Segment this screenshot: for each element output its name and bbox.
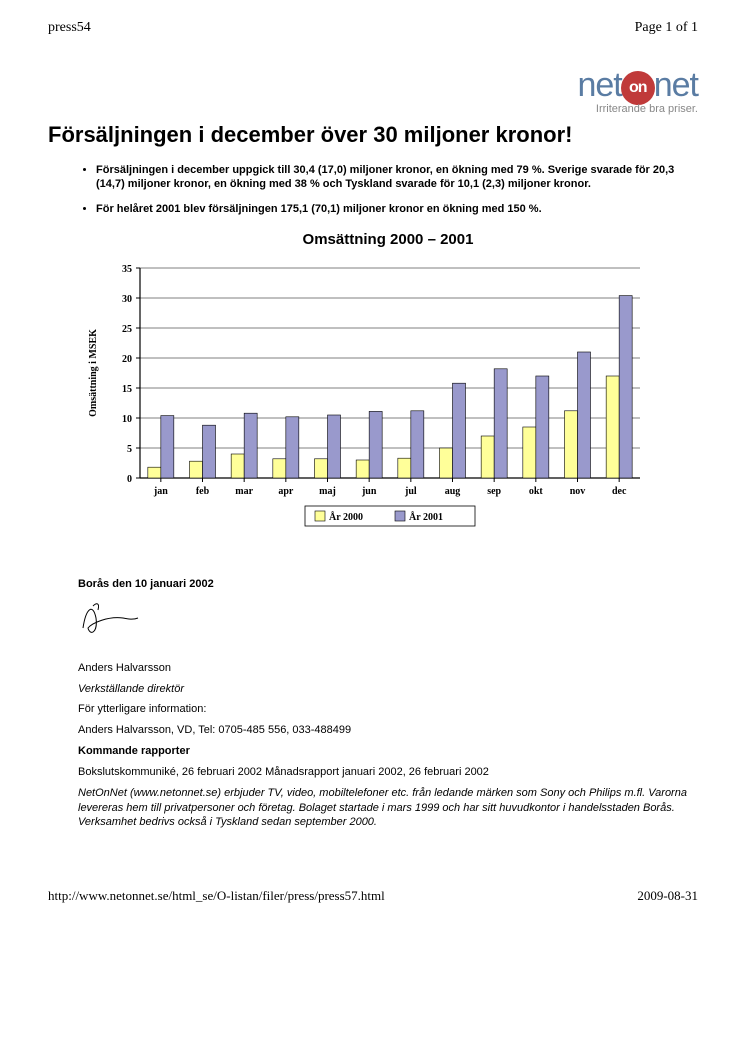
info-label: För ytterligare information: xyxy=(78,702,698,717)
on-badge-icon: on xyxy=(621,71,655,105)
svg-text:jul: jul xyxy=(404,486,417,497)
svg-text:20: 20 xyxy=(122,354,132,365)
logo-tagline: Irriterande bra priser. xyxy=(48,103,698,115)
press-footer: Borås den 10 januari 2002 Anders Halvars… xyxy=(48,577,698,830)
svg-text:jun: jun xyxy=(361,486,377,497)
svg-text:År 2000: År 2000 xyxy=(329,511,363,523)
svg-text:sep: sep xyxy=(487,486,501,497)
signature-icon xyxy=(78,598,698,643)
header-right: Page 1 of 1 xyxy=(635,20,698,36)
reports-line: Bokslutskommuniké, 26 februari 2002 Måna… xyxy=(78,765,698,780)
list-item: För helåret 2001 blev försäljningen 175,… xyxy=(96,202,698,217)
signer-role: Verkställande direktör xyxy=(78,682,698,697)
print-header: press54 Page 1 of 1 xyxy=(48,20,698,36)
header-left: press54 xyxy=(48,20,91,36)
svg-text:dec: dec xyxy=(612,486,627,497)
svg-text:År 2001: År 2001 xyxy=(409,511,443,523)
logo: netonnet xyxy=(48,66,698,105)
svg-text:Omsättning i MSEK: Omsättning i MSEK xyxy=(88,329,99,417)
bullet-list: Försäljningen i december uppgick till 30… xyxy=(48,163,698,218)
svg-text:aug: aug xyxy=(445,486,461,497)
page-title: Försäljningen i december över 30 miljone… xyxy=(48,121,698,149)
chart-svg: 0 5 10 15 20 25 30 35 Omsättning i MSEK jan feb mar… xyxy=(78,258,658,548)
reports-label: Kommande rapporter xyxy=(78,744,698,759)
chart-title: Omsättning 2000 – 2001 xyxy=(78,231,698,248)
svg-text:15: 15 xyxy=(122,384,132,395)
svg-text:25: 25 xyxy=(122,324,132,335)
svg-text:0: 0 xyxy=(127,474,132,485)
svg-text:35: 35 xyxy=(122,264,132,275)
svg-text:mar: mar xyxy=(235,486,253,497)
svg-text:feb: feb xyxy=(196,486,210,497)
svg-text:maj: maj xyxy=(319,486,336,497)
print-footer: http://www.netonnet.se/html_se/O-listan/… xyxy=(0,884,746,904)
svg-text:okt: okt xyxy=(529,486,544,497)
info-line: Anders Halvarsson, VD, Tel: 0705-485 556… xyxy=(78,723,698,738)
logo-block: netonnet Irriterande bra priser. xyxy=(48,66,698,115)
svg-text:10: 10 xyxy=(122,414,132,425)
svg-text:5: 5 xyxy=(127,444,132,455)
svg-text:jan: jan xyxy=(153,486,168,497)
footer-url: http://www.netonnet.se/html_se/O-listan/… xyxy=(48,888,385,904)
svg-text:30: 30 xyxy=(122,294,132,305)
svg-text:nov: nov xyxy=(570,486,586,497)
revenue-chart: Omsättning 2000 – 2001 0 5 10 15 20 25 30 35 Oms… xyxy=(78,231,698,553)
list-item: Försäljningen i december uppgick till 30… xyxy=(96,163,698,193)
dateline: Borås den 10 januari 2002 xyxy=(78,577,698,592)
footer-date: 2009-08-31 xyxy=(637,888,698,904)
svg-text:apr: apr xyxy=(278,486,294,497)
company-blurb: NetOnNet (www.netonnet.se) erbjuder TV, … xyxy=(78,786,698,831)
signer-name: Anders Halvarsson xyxy=(78,661,698,676)
